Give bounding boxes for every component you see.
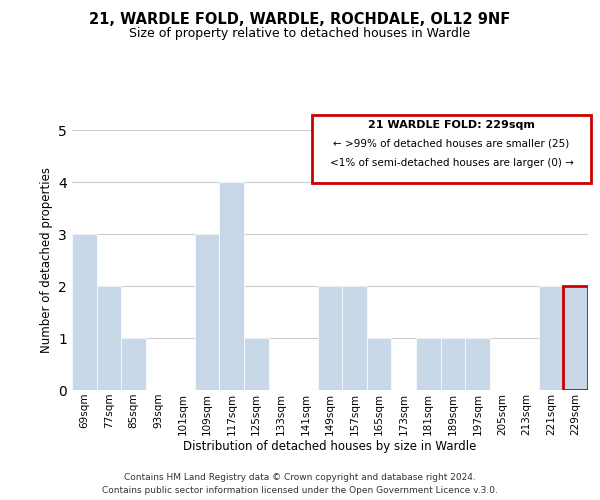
Text: 21, WARDLE FOLD, WARDLE, ROCHDALE, OL12 9NF: 21, WARDLE FOLD, WARDLE, ROCHDALE, OL12 … [89, 12, 511, 28]
Bar [220, 182, 244, 390]
Text: Size of property relative to detached houses in Wardle: Size of property relative to detached ho… [130, 28, 470, 40]
Bar [563, 286, 588, 390]
Bar [195, 234, 220, 390]
Bar [72, 234, 97, 390]
Bar [416, 338, 440, 390]
Bar [440, 338, 465, 390]
Bar [465, 338, 490, 390]
Text: <1% of semi-detached houses are larger (0) →: <1% of semi-detached houses are larger (… [329, 158, 574, 168]
Text: Contains public sector information licensed under the Open Government Licence v.: Contains public sector information licen… [102, 486, 498, 495]
Bar [318, 286, 342, 390]
Bar [244, 338, 269, 390]
X-axis label: Distribution of detached houses by size in Wardle: Distribution of detached houses by size … [184, 440, 476, 454]
Bar [342, 286, 367, 390]
Bar [367, 338, 391, 390]
Bar [539, 286, 563, 390]
Text: 21 WARDLE FOLD: 229sqm: 21 WARDLE FOLD: 229sqm [368, 120, 535, 130]
Text: Contains HM Land Registry data © Crown copyright and database right 2024.: Contains HM Land Registry data © Crown c… [124, 472, 476, 482]
Y-axis label: Number of detached properties: Number of detached properties [40, 167, 53, 353]
Text: ← >99% of detached houses are smaller (25): ← >99% of detached houses are smaller (2… [334, 139, 569, 149]
Bar [97, 286, 121, 390]
Bar [121, 338, 146, 390]
